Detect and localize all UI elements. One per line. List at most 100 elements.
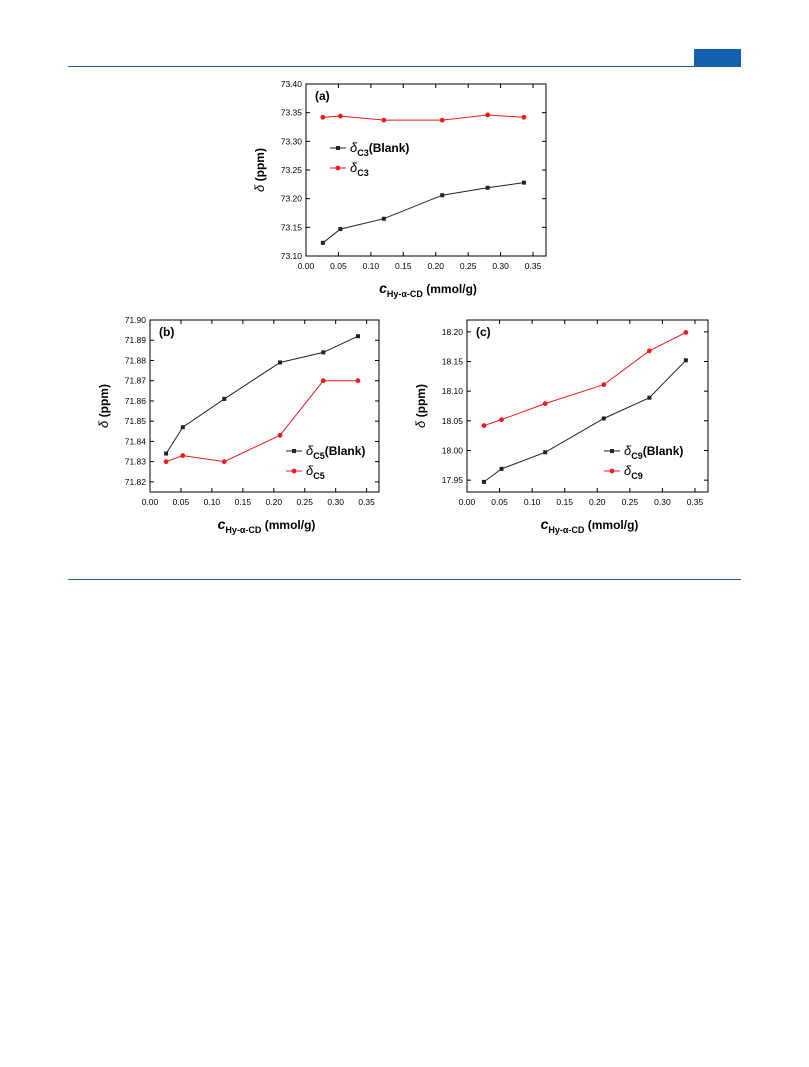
data-point [499,417,504,423]
data-point [646,348,652,354]
data-point [222,396,227,401]
data-point [543,450,548,455]
data-point [521,114,527,120]
x-tick-label: 0.15 [395,261,412,271]
x-tick-label: 0.35 [687,497,704,507]
x-tick-label: 0.20 [589,497,606,507]
x-tick-label: 0.10 [524,497,541,507]
data-point [355,378,361,384]
data-point [320,240,325,245]
data-point [277,360,282,365]
y-tick-label: 71.90 [125,315,147,325]
data-point [320,378,326,384]
data-point [163,459,169,465]
data-point [485,185,490,190]
data-point [601,382,607,388]
data-point [481,423,487,428]
x-tick-label: 0.25 [460,261,477,271]
legend-marker [609,468,615,474]
header-rule [68,66,741,67]
y-tick-label: 71.83 [125,457,147,467]
y-tick-label: 71.86 [125,396,147,406]
data-point [164,451,169,456]
x-axis-label: cHy-α-CD (mmol/g) [379,280,477,299]
x-axis-label: cHy-α-CD (mmol/g) [218,516,316,535]
data-point [601,416,606,421]
y-axis-label: δ (ppm) [96,384,111,428]
data-point [180,453,186,458]
data-point [381,216,386,221]
chart-panel-2: 0.00 0.05 0.10 0.15 0.20 0.25 0.30 0.35 71.82 71.… [96,315,380,535]
x-tick-label: 0.05 [491,497,508,507]
y-tick-label: 71.85 [125,416,147,426]
legend-marker [610,449,614,453]
chart-panel-3: 0.00 0.05 0.10 0.15 0.20 0.25 0.30 0.35 17.95 18.… [413,319,709,535]
data-point [381,117,387,123]
x-tick-label: 0.15 [235,497,252,507]
data-point [221,459,227,465]
data-point [647,395,652,400]
plot-frame [149,319,380,493]
data-point [542,401,548,407]
x-tick-label: 0.20 [427,261,444,271]
data-point [321,350,326,355]
plot-frame [466,319,709,493]
legend-label: δC5 [306,463,325,481]
x-tick-label: 0.15 [556,497,573,507]
y-tick-label: 73.15 [281,222,303,232]
series-line [322,182,524,244]
x-tick-label: 0.25 [622,497,639,507]
x-axis-label: cHy-α-CD (mmol/g) [541,516,639,535]
y-tick-label: 73.35 [281,108,303,118]
legend-label: δC5(Blank) [306,443,365,461]
x-tick-label: 0.20 [266,497,283,507]
y-tick-label: 18.00 [442,445,464,455]
series-line [483,332,687,427]
legend-marker [292,449,296,453]
x-tick-label: 0.10 [363,261,380,271]
y-tick-label: 17.95 [442,475,464,485]
x-tick-label: 0.05 [173,497,190,507]
data-point [320,114,326,120]
data-point [521,180,526,185]
y-tick-label: 71.84 [125,436,147,446]
legend-label: δC3 [350,160,369,178]
data-point [355,334,360,339]
header-tab [694,49,741,66]
x-tick-label: 0.05 [330,261,347,271]
x-tick-label: 0.35 [525,261,542,271]
y-tick-label: 73.25 [281,165,303,175]
x-tick-label: 0.00 [142,497,159,507]
y-tick-label: 73.10 [281,251,303,261]
data-point [337,113,343,119]
y-tick-label: 71.82 [125,477,147,487]
data-point [440,193,445,198]
series-line [165,380,358,463]
x-tick-label: 0.25 [296,497,313,507]
x-tick-label: 0.30 [327,497,344,507]
y-tick-label: 73.40 [281,79,303,89]
data-point [499,466,504,471]
x-tick-label: 0.30 [492,261,509,271]
series-line [322,114,524,121]
legend-marker [336,146,340,150]
data-point [683,358,688,363]
y-tick-label: 18.05 [442,416,464,426]
legend-marker [335,165,341,171]
panel-label: (b) [159,325,174,339]
y-tick-label: 71.87 [125,376,147,386]
y-tick-label: 73.30 [281,136,303,146]
x-tick-label: 0.10 [204,497,221,507]
y-tick-label: 18.20 [442,327,464,337]
y-tick-label: 73.20 [281,194,303,204]
data-point [683,330,689,335]
footer-rule [68,579,741,580]
y-tick-label: 18.15 [442,357,464,367]
panel-label: (a) [315,89,330,103]
data-point [180,425,185,430]
data-point [439,117,445,123]
data-point [338,227,343,232]
legend-label: δC9 [624,463,643,481]
y-tick-label: 18.10 [442,386,464,396]
